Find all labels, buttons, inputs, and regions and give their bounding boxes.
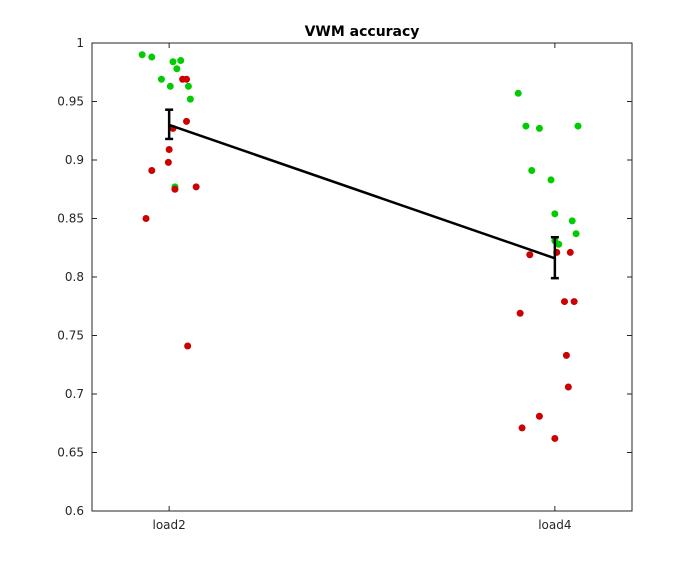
red-point: [562, 351, 570, 359]
green-point: [547, 176, 555, 184]
red-point: [561, 298, 568, 306]
x-tick-label: load4: [538, 518, 571, 532]
y-tick-label: 0.85: [57, 212, 84, 226]
y-tick-label: 1: [76, 36, 84, 50]
green-point: [157, 75, 165, 83]
green-point: [574, 122, 582, 130]
y-tick-label: 0.65: [57, 446, 84, 460]
red-point: [171, 185, 179, 193]
red-point: [183, 75, 190, 83]
y-tick-label: 0.7: [65, 387, 84, 401]
green-point: [514, 89, 522, 97]
red-point: [184, 342, 192, 350]
y-tick-label: 0.75: [57, 329, 84, 343]
points-layer: [138, 51, 582, 442]
red-point: [566, 248, 574, 256]
red-point: [192, 183, 200, 191]
green-point: [186, 95, 194, 103]
green-point: [166, 82, 174, 90]
axes-layer: 0.6 0.65 0.7 0.75 0.8 0.85 0.9 0.95 1 load2 load4: [57, 36, 633, 532]
red-point: [518, 424, 526, 432]
green-point: [555, 240, 563, 248]
red-point: [516, 309, 524, 317]
green-point: [173, 65, 181, 73]
green-point: [535, 124, 543, 132]
green-point: [568, 217, 576, 225]
mean-connecting-line: [168, 123, 556, 260]
red-point: [142, 215, 150, 222]
green-point: [551, 210, 559, 218]
y-tick-label: 0.95: [57, 95, 84, 109]
green-point: [528, 167, 536, 175]
red-point: [535, 412, 543, 420]
green-point: [177, 57, 185, 65]
y-tick-label: 0.6: [65, 504, 84, 518]
x-tick-label: load2: [153, 518, 186, 532]
red-point: [148, 167, 156, 175]
green-point: [522, 122, 530, 130]
red-point: [564, 383, 572, 391]
green-point: [138, 51, 146, 59]
red-point: [165, 145, 173, 153]
green-point: [184, 82, 192, 90]
y-tick-label: 0.9: [65, 153, 84, 167]
chart-title: VWM accuracy: [305, 24, 420, 40]
red-point: [551, 434, 559, 442]
red-point: [183, 117, 190, 125]
red-point: [570, 298, 578, 306]
red-point: [164, 158, 172, 166]
green-point: [572, 230, 580, 238]
green-point: [148, 53, 156, 61]
mean-layer: [165, 108, 559, 280]
y-tick-label: 0.8: [65, 270, 84, 284]
red-point: [526, 251, 534, 259]
green-point: [169, 58, 177, 66]
